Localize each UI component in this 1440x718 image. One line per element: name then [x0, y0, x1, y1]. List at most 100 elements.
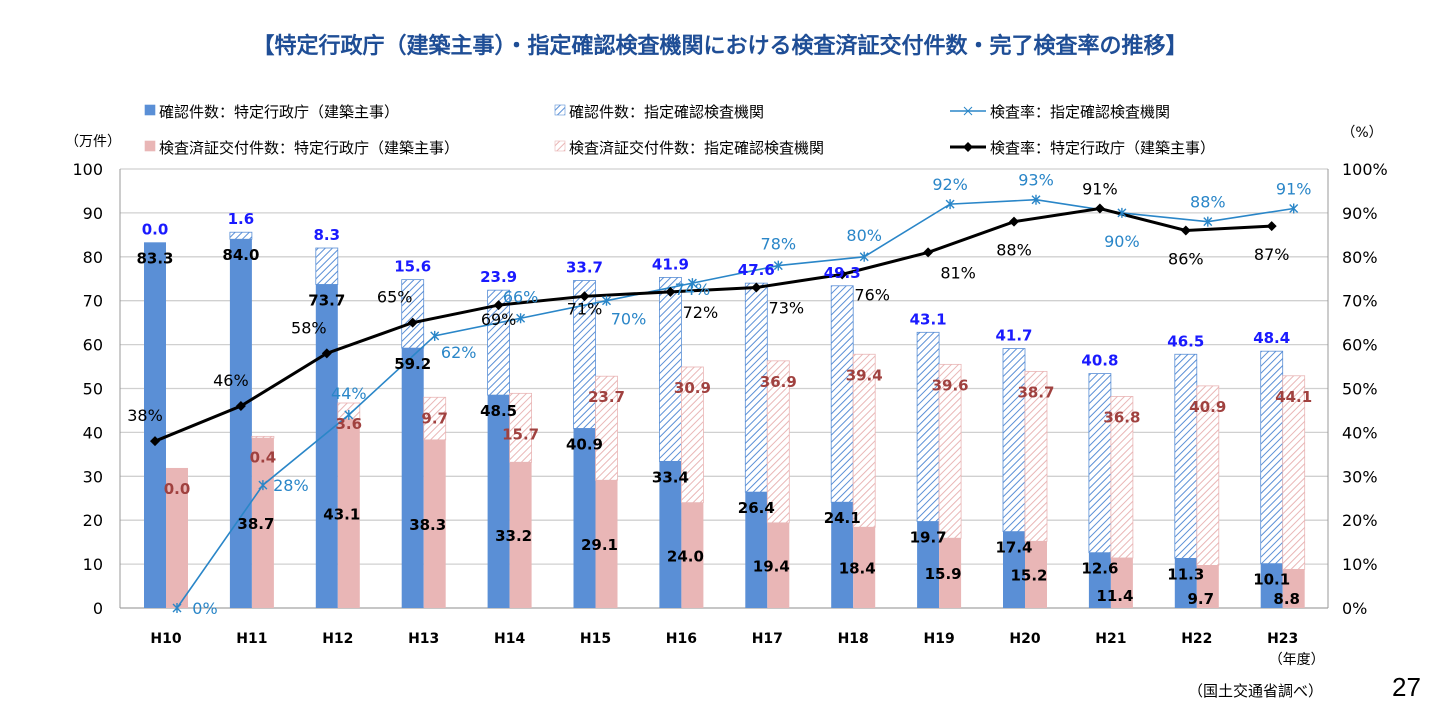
line-point-admin: [923, 247, 934, 258]
data-label-confirm-admin: 59.2: [394, 355, 431, 373]
data-label-confirm-designated: 47.6: [738, 261, 775, 279]
line-point-admin: [579, 291, 590, 302]
line-point-admin: [407, 317, 418, 328]
data-label-inspect-admin: 38.3: [409, 516, 446, 534]
bar-inspect-designated: [1024, 370, 1048, 542]
bar-confirm-designated: [1002, 348, 1026, 533]
bar-inspect-designated: [251, 435, 275, 439]
bar-inspect-admin: [1025, 541, 1047, 608]
y-tick-label: 80: [83, 248, 103, 267]
source-note: （国土交通省調べ）: [1188, 682, 1324, 700]
bar-confirm-designated: [1088, 373, 1112, 554]
data-label-inspect-designated: 23.7: [588, 388, 625, 406]
bar-confirm-admin: [144, 242, 166, 609]
legend-label: 確認件数：特定行政庁（建築主事）: [159, 103, 399, 121]
bar-inspect-admin: [681, 502, 704, 608]
rate-label-designated: 90%: [1104, 232, 1140, 251]
data-label-inspect-designated: 9.7: [421, 409, 448, 427]
bar-confirm-designated: [315, 247, 339, 285]
data-label-confirm-admin: 24.1: [824, 509, 861, 527]
x-tick-label: H13: [408, 631, 439, 647]
x-tick-label: H11: [236, 631, 267, 647]
line-point-admin: [837, 269, 848, 280]
bar-inspect-admin: [166, 467, 188, 608]
line-point-designated: [516, 313, 526, 324]
bar-confirm-designated: [487, 289, 511, 396]
rate-label-designated: 44%: [331, 384, 367, 403]
data-label-confirm-designated: 8.3: [314, 226, 341, 244]
data-label-inspect-admin: 11.4: [1096, 587, 1133, 605]
rate-label-admin: 81%: [940, 263, 976, 282]
data-label-inspect-designated: 40.9: [1189, 398, 1226, 416]
bar-confirm-admin: [573, 428, 596, 608]
line-point-admin: [751, 282, 762, 293]
left-axis-unit: （万件）: [65, 134, 121, 150]
rate-label-designated: 28%: [273, 476, 309, 495]
bar-inspect-designated: [1282, 375, 1306, 570]
rate-label-admin: 91%: [1082, 180, 1118, 199]
rate-label-admin: 69%: [481, 310, 517, 329]
rate-label-admin: 88%: [996, 241, 1032, 260]
rate-label-designated: 92%: [932, 175, 968, 194]
x-tick-label: H14: [494, 631, 525, 647]
line-point-admin: [665, 286, 676, 297]
y2-tick-label: 20%: [1342, 511, 1378, 530]
x-tick-label: H22: [1181, 631, 1212, 647]
line-point-designated: [1203, 216, 1213, 227]
data-label-confirm-admin: 11.3: [1167, 565, 1204, 583]
line-point-designated: [344, 409, 354, 420]
bar-confirm-admin: [831, 502, 854, 608]
data-label-confirm-admin: 17.4: [995, 539, 1032, 557]
y-tick-label: 100: [72, 160, 103, 179]
bar-confirm-admin: [1088, 552, 1111, 608]
bar-confirm-designated: [1260, 350, 1284, 565]
legend-marker-x: [963, 106, 973, 116]
y-tick-label: 70: [83, 292, 103, 311]
y2-tick-label: 100%: [1342, 160, 1388, 179]
data-label-inspect-admin: 9.7: [1188, 590, 1215, 608]
bar-confirm-designated: [830, 285, 854, 503]
x-tick-label: H16: [666, 631, 697, 647]
rate-label-designated: 70%: [611, 310, 647, 329]
legend-label: 検査済証交付件数：指定確認検査機関: [569, 139, 824, 157]
page-number: 27: [1392, 672, 1421, 702]
data-label-inspect-admin: 38.7: [237, 515, 274, 533]
y-tick-label: 0: [93, 599, 103, 618]
data-label-inspect-designated: 15.7: [502, 425, 539, 443]
line-point-designated: [773, 260, 783, 271]
chart-title: 【特定行政庁（建築主事）・指定確認検査機関における検査済証交付件数・完了検査率の…: [252, 34, 1188, 59]
bar-inspect-designated: [509, 392, 533, 463]
line-point-designated: [172, 603, 182, 613]
legend-label: 確認件数：指定確認検査機関: [569, 103, 764, 121]
data-label-inspect-admin: 24.0: [667, 547, 704, 565]
legend-swatch: [554, 104, 566, 116]
data-label-inspect-admin: 15.9: [925, 565, 962, 583]
y-tick-label: 60: [83, 336, 103, 355]
right-axis-unit: （%）: [1341, 125, 1382, 141]
bar-inspect-designated: [1196, 385, 1220, 566]
bar-confirm-admin: [229, 239, 252, 609]
data-label-confirm-admin: 10.1: [1253, 571, 1290, 589]
data-label-confirm-designated: 41.9: [652, 255, 689, 273]
rate-label-designated: 80%: [846, 226, 882, 245]
data-label-inspect-designated: 30.9: [674, 379, 711, 397]
bar-inspect-designated: [423, 396, 447, 441]
y-tick-label: 50: [83, 380, 103, 399]
data-label-inspect-designated: 39.6: [932, 376, 969, 394]
data-label-inspect-admin: 29.1: [581, 536, 618, 554]
line-point-designated: [258, 480, 268, 491]
bar-confirm-designated: [1174, 353, 1198, 559]
x-tick-label: H15: [580, 631, 611, 647]
legend-label: 検査済証交付件数：特定行政庁（建築主事）: [159, 139, 459, 157]
bar-confirm-admin: [1260, 563, 1283, 608]
data-label-inspect-designated: 36.9: [760, 373, 797, 391]
rate-label-designated: 93%: [1018, 171, 1054, 190]
data-label-confirm-admin: 12.6: [1081, 560, 1118, 578]
bar-confirm-admin: [917, 521, 940, 608]
data-label-inspect-admin: 8.8: [1273, 590, 1300, 608]
data-label-inspect-designated: 3.6: [336, 415, 363, 433]
legend-swatch: [144, 140, 156, 152]
bar-confirm-admin: [401, 348, 424, 608]
data-label-inspect-admin: 43.1: [323, 505, 360, 523]
